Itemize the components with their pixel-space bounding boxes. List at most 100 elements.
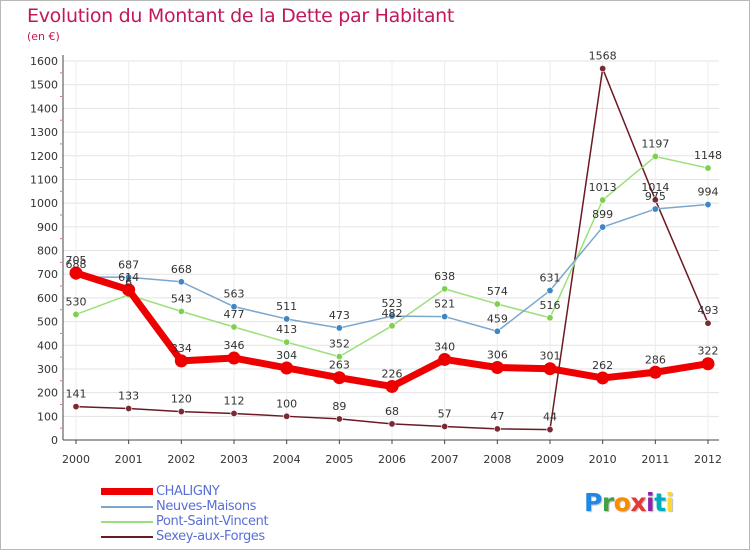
y-tick-label-100: 100 <box>37 410 58 423</box>
y-tick-label-300: 300 <box>37 363 58 376</box>
y-tick-label-0: 0 <box>51 434 58 447</box>
data-label-neuves-maisons-2007: 521 <box>434 298 455 311</box>
x-tick-label-2006: 2006 <box>378 453 406 466</box>
x-tick-label-2007: 2007 <box>431 453 459 466</box>
point-chaligny-2003 <box>227 351 241 365</box>
data-label-pont-saint-vincent-2007: 638 <box>434 270 455 283</box>
data-label-pont-saint-vincent-2006: 482 <box>382 307 403 320</box>
legend-item-sexey-aux-forges: Sexey-aux-Forges <box>101 529 268 544</box>
point-chaligny-2011 <box>648 365 662 379</box>
logo-letter-r: r <box>601 488 614 517</box>
logo-letter-i: i <box>646 488 655 517</box>
x-tick-label-2001: 2001 <box>115 453 143 466</box>
point-chaligny-2010 <box>596 371 610 385</box>
point-pont-saint-vincent-2012 <box>704 164 712 172</box>
point-neuves-maisons-2008 <box>493 327 501 335</box>
data-label-sexey-aux-forges-2005: 89 <box>332 400 346 413</box>
data-label-chaligny-2007: 340 <box>434 340 455 353</box>
data-label-neuves-maisons-2011: 975 <box>645 190 666 203</box>
y-tick-label-500: 500 <box>37 316 58 329</box>
legend-swatch-neuves-maisons <box>101 506 153 508</box>
point-pont-saint-vincent-2011 <box>651 152 659 160</box>
y-tick-label-400: 400 <box>37 339 58 352</box>
point-pont-saint-vincent-2003 <box>230 323 238 331</box>
point-chaligny-2004 <box>280 361 294 375</box>
data-label-pont-saint-vincent-2011: 1197 <box>641 137 669 150</box>
point-pont-saint-vincent-2007 <box>441 285 449 293</box>
point-sexey-aux-forges-2008 <box>493 425 501 433</box>
point-chaligny-2002 <box>174 354 188 368</box>
data-label-sexey-aux-forges-2002: 120 <box>171 393 192 406</box>
data-label-pont-saint-vincent-2003: 477 <box>224 308 245 321</box>
point-chaligny-2007 <box>438 352 452 366</box>
data-label-neuves-maisons-2003: 563 <box>224 288 245 301</box>
data-label-pont-saint-vincent-2008: 574 <box>487 285 508 298</box>
y-tick-label-1000: 1000 <box>30 197 58 210</box>
y-tick-label-800: 800 <box>37 245 58 258</box>
chart-title: Evolution du Montant de la Dette par Hab… <box>27 5 455 27</box>
data-label-sexey-aux-forges-2011: 1014 <box>641 181 669 194</box>
legend-item-neuves-maisons: Neuves-Maisons <box>101 499 268 514</box>
point-sexey-aux-forges-2010 <box>599 65 607 73</box>
data-label-neuves-maisons-2005: 473 <box>329 309 350 322</box>
point-sexey-aux-forges-2000 <box>72 403 80 411</box>
point-chaligny-2005 <box>332 371 346 385</box>
logo-letter-x: x <box>630 488 646 517</box>
y-tick-label-900: 900 <box>37 221 58 234</box>
data-label-neuves-maisons-2004: 511 <box>276 300 297 313</box>
point-neuves-maisons-2010 <box>599 223 607 231</box>
y-tick-label-1200: 1200 <box>30 150 58 163</box>
y-tick-label-1600: 1600 <box>30 55 58 68</box>
point-sexey-aux-forges-2006 <box>388 420 396 428</box>
point-pont-saint-vincent-2005 <box>335 353 343 361</box>
point-neuves-maisons-2006 <box>388 312 396 320</box>
point-neuves-maisons-2011 <box>651 205 659 213</box>
point-sexey-aux-forges-2001 <box>125 404 133 412</box>
data-label-pont-saint-vincent-2005: 352 <box>329 338 350 351</box>
data-label-sexey-aux-forges-2004: 100 <box>276 397 297 410</box>
y-tick-label-1300: 1300 <box>30 126 58 139</box>
point-chaligny-2009 <box>543 362 557 376</box>
y-tick-label-1400: 1400 <box>30 102 58 115</box>
chart-legend: CHALIGNY Neuves-Maisons Pont-Saint-Vince… <box>101 484 269 544</box>
data-label-neuves-maisons-2009: 631 <box>540 272 561 285</box>
x-tick-label-2003: 2003 <box>220 453 248 466</box>
point-pont-saint-vincent-2006 <box>388 322 396 330</box>
point-sexey-aux-forges-2012 <box>704 319 712 327</box>
legend-item-pont-saint-vincent: Pont-Saint-Vincent <box>101 514 269 529</box>
data-label-neuves-maisons-2008: 459 <box>487 312 508 325</box>
data-label-pont-saint-vincent-2002: 543 <box>171 292 192 305</box>
logo-letter-o: o <box>613 488 631 517</box>
logo-letter-t: t <box>654 488 666 517</box>
data-label-chaligny-2012: 322 <box>698 345 719 358</box>
data-label-chaligny-2005: 263 <box>329 359 350 372</box>
legend-item-chaligny: CHALIGNY <box>101 484 268 499</box>
data-label-pont-saint-vincent-2001: 6 <box>125 276 132 289</box>
logo-letter-i2: i <box>665 488 675 517</box>
point-chaligny-2000 <box>69 266 83 280</box>
point-pont-saint-vincent-2004 <box>283 338 291 346</box>
data-label-chaligny-2008: 306 <box>487 349 508 362</box>
data-label-sexey-aux-forges-2008: 47 <box>490 410 504 423</box>
point-pont-saint-vincent-2000 <box>72 310 80 318</box>
data-label-chaligny-2010: 262 <box>592 359 613 372</box>
legend-label-neuves-maisons: Neuves-Maisons <box>156 499 257 514</box>
x-tick-label-2000: 2000 <box>62 453 90 466</box>
point-neuves-maisons-2003 <box>230 303 238 311</box>
y-tick-label-200: 200 <box>37 387 58 400</box>
point-sexey-aux-forges-2004 <box>283 412 291 420</box>
x-tick-label-2011: 2011 <box>641 453 669 466</box>
logo-letter-p: P <box>584 488 602 517</box>
data-label-pont-saint-vincent-2010: 1013 <box>589 181 617 194</box>
data-label-sexey-aux-forges-2010: 1568 <box>589 50 617 63</box>
point-pont-saint-vincent-2002 <box>177 307 185 315</box>
data-label-neuves-maisons-2010: 899 <box>592 208 613 221</box>
point-chaligny-2012 <box>701 357 715 371</box>
data-label-neuves-maisons-2001: 687 <box>118 258 139 271</box>
point-sexey-aux-forges-2007 <box>441 422 449 430</box>
point-chaligny-2006 <box>385 379 399 393</box>
point-neuves-maisons-2012 <box>704 201 712 209</box>
data-label-chaligny-2001: 614 <box>118 271 139 284</box>
